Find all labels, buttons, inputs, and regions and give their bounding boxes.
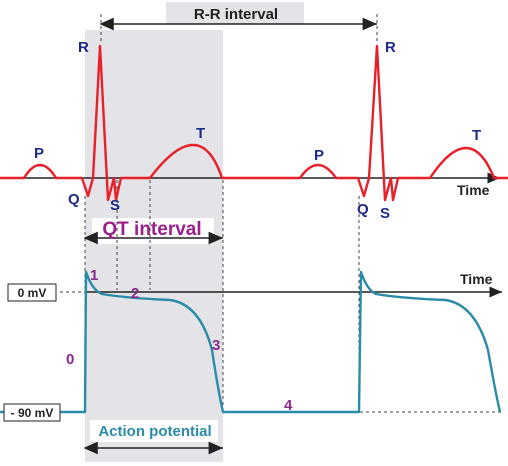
time-label-top: Time	[457, 182, 490, 198]
ecg-trace	[0, 44, 508, 202]
zero-mv-label: 0 mV	[18, 286, 47, 300]
phase-0-label: 0	[66, 351, 74, 368]
phase-2-label: 2	[131, 285, 139, 302]
phase-4-label: 4	[284, 397, 293, 414]
qrs-shade-band	[85, 30, 223, 462]
wave-q2-label: Q	[357, 201, 369, 218]
wave-t2-label: T	[472, 127, 481, 144]
zero-mv-box	[7, 283, 57, 302]
wave-t1-label: T	[196, 125, 205, 142]
action-potential-label: Action potential	[98, 423, 211, 440]
action-potential-trace	[0, 270, 502, 414]
minus90-mv-label: - 90 mV	[11, 406, 54, 420]
wave-s1-label: S	[110, 197, 120, 214]
rr-interval-label: R-R interval	[194, 6, 278, 23]
wave-r2-label: R	[385, 39, 396, 56]
wave-p2-label: P	[314, 147, 324, 164]
wave-r1-label: R	[78, 39, 89, 56]
wave-s2-label: S	[380, 205, 390, 222]
qt-interval-label: QT interval	[102, 219, 201, 240]
phase-3-label: 3	[212, 337, 220, 354]
time-label-mid: Time	[460, 271, 493, 287]
minus90-mv-box	[3, 403, 61, 422]
wave-q1-label: Q	[68, 191, 80, 208]
wave-p1-label: P	[34, 145, 44, 162]
ap-label-bg	[90, 420, 218, 442]
phase-1-label: 1	[90, 267, 98, 284]
